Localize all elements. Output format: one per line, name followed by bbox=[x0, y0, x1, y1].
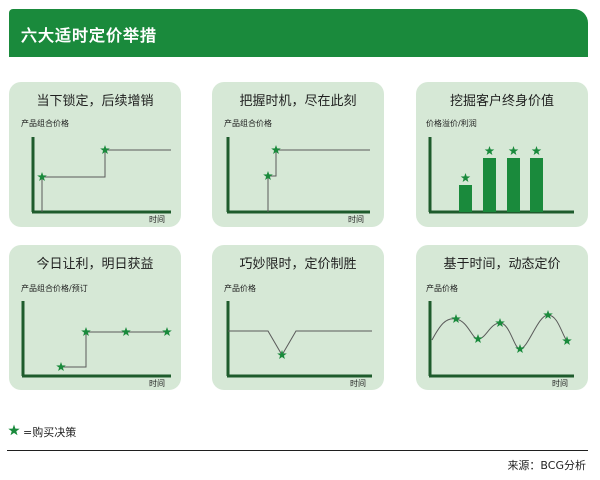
panel-customer-lifetime-value: 挖掘客户终身价值 价格溢价/利润 bbox=[416, 82, 588, 227]
panel-lock-now-upsell-later: 当下锁定，后续增销 产品组合价格 时间 bbox=[9, 82, 181, 227]
price-step-line bbox=[61, 331, 167, 368]
x-axis-label: 时间 bbox=[350, 378, 366, 388]
purchase-star-icon bbox=[451, 314, 461, 323]
panel-limited-time-pricing: 巧妙限时，定价制胜 产品价格 时间 bbox=[212, 245, 384, 390]
x-axis-label: 时间 bbox=[149, 214, 165, 224]
y-axis-label: 产品价格 bbox=[224, 283, 256, 293]
bar bbox=[530, 158, 543, 212]
purchase-star-icon bbox=[100, 145, 110, 154]
panel-time-based-dynamic-pricing: 基于时间，动态定价 产品价格 时间 bbox=[416, 245, 588, 390]
panel-title: 今日让利，明日获益 bbox=[36, 257, 154, 272]
purchase-star-icon bbox=[56, 362, 66, 371]
y-axis-label: 产品组合价格 bbox=[21, 118, 69, 128]
purchase-star-icon bbox=[531, 146, 542, 155]
x-axis-label: 时间 bbox=[348, 214, 364, 224]
purchase-star-icon bbox=[162, 327, 172, 336]
price-step-line bbox=[41, 149, 171, 212]
legend-label: =购买决策 bbox=[23, 426, 77, 439]
bar bbox=[459, 185, 472, 212]
purchase-star-icon bbox=[473, 334, 483, 343]
purchase-star-icon bbox=[81, 327, 91, 336]
panel-seize-the-moment: 把握时机，尽在此刻 产品组合价格 时间 bbox=[212, 82, 384, 227]
panel-discount-today-gain-tomorrow: 今日让利，明日获益 产品组合价格/预订 时间 bbox=[9, 245, 181, 390]
y-axis-label: 产品组合价格/预订 bbox=[21, 283, 88, 293]
purchase-star-icon bbox=[37, 172, 47, 181]
star-icon bbox=[8, 424, 20, 436]
purchase-star-icon bbox=[543, 310, 553, 319]
purchase-star-icon bbox=[263, 171, 273, 180]
bar bbox=[507, 158, 520, 212]
panel-title: 把握时机，尽在此刻 bbox=[239, 94, 357, 109]
purchase-star-icon bbox=[460, 173, 471, 182]
footer-divider bbox=[7, 450, 588, 451]
dip-curve-diagram: 产品价格 时间 bbox=[224, 283, 372, 388]
y-axis-label: 产品组合价格 bbox=[224, 118, 272, 128]
panel-title: 基于时间，动态定价 bbox=[443, 257, 561, 272]
purchase-star-icon bbox=[271, 145, 281, 154]
panel-title: 巧妙限时，定价制胜 bbox=[239, 257, 357, 272]
x-axis-label: 时间 bbox=[552, 378, 568, 388]
purchase-star-icon bbox=[495, 318, 505, 327]
bar bbox=[483, 158, 496, 212]
price-line bbox=[228, 330, 372, 356]
bar-diagram: 价格溢价/利润 bbox=[426, 118, 574, 214]
report-title: 六大适时定价举措 bbox=[21, 26, 158, 45]
price-step-line bbox=[267, 149, 370, 212]
y-axis-label: 产品价格 bbox=[426, 283, 458, 293]
purchase-star-icon bbox=[508, 146, 519, 155]
step-chart-diagram: 产品组合价格 时间 bbox=[21, 118, 171, 224]
y-axis-label: 价格溢价/利润 bbox=[426, 118, 477, 128]
report-header: 六大适时定价举措 bbox=[9, 9, 588, 57]
wave-curve-diagram: 产品价格 时间 bbox=[426, 283, 574, 388]
purchase-star-icon bbox=[484, 146, 495, 155]
step-chart-diagram: 产品组合价格/预订 时间 bbox=[21, 283, 172, 388]
step-chart-diagram: 产品组合价格 时间 bbox=[224, 118, 370, 224]
source-note: 来源：BCG分析 bbox=[507, 459, 586, 472]
purchase-star-icon bbox=[277, 350, 287, 359]
purchase-star-icon bbox=[562, 336, 572, 345]
x-axis-label: 时间 bbox=[149, 378, 165, 388]
purchase-star-icon bbox=[121, 327, 131, 336]
panel-title: 挖掘客户终身价值 bbox=[449, 94, 554, 109]
panel-title: 当下锁定，后续增销 bbox=[36, 94, 154, 109]
purchase-star-icon bbox=[515, 344, 525, 353]
